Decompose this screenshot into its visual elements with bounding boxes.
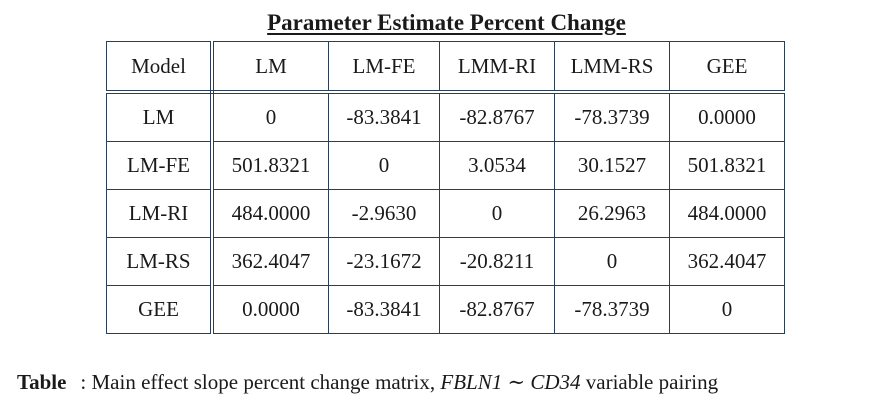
- table-cell: -83.3841: [328, 285, 440, 334]
- row-label: LM-FE: [106, 141, 214, 190]
- table-cell: 0: [211, 91, 329, 142]
- table-cell: 30.1527: [554, 141, 670, 190]
- row-label: LM: [106, 91, 214, 142]
- table-cell: 0: [554, 237, 670, 286]
- table-cell: 0: [669, 285, 785, 334]
- table-cell: 362.4047: [669, 237, 785, 286]
- column-header-lm: LM: [211, 41, 329, 94]
- caption-math: FBLN1 ∼ CD34: [440, 370, 581, 394]
- column-header-lmm-ri: LMM-RI: [439, 41, 555, 94]
- table-cell: -83.3841: [328, 91, 440, 142]
- table-cell: -82.8767: [439, 91, 555, 142]
- table-cell: 26.2963: [554, 189, 670, 238]
- caption-text-after: variable pairing: [580, 370, 719, 394]
- table-cell: 501.8321: [211, 141, 329, 190]
- column-header-gee: GEE: [669, 41, 785, 94]
- caption-label: Table: [17, 370, 67, 394]
- table-cell: -78.3739: [554, 91, 670, 142]
- row-label: LM-RS: [106, 237, 214, 286]
- table-cell: 0: [439, 189, 555, 238]
- table-cell: 484.0000: [211, 189, 329, 238]
- table-title: Parameter Estimate Percent Change: [0, 8, 893, 38]
- row-label: GEE: [106, 285, 214, 334]
- table-cell: 0.0000: [669, 91, 785, 142]
- table-row: LM 0 -83.3841 -82.8767 -78.3739 0.0000: [106, 91, 785, 142]
- column-header-model: Model: [106, 41, 214, 94]
- percent-change-matrix: Model LM LM-FE LMM-RI LMM-RS GEE LM 0 -8…: [106, 41, 785, 334]
- table-cell: 0: [328, 141, 440, 190]
- table-cell: -20.8211: [439, 237, 555, 286]
- table-cell: 484.0000: [669, 189, 785, 238]
- table-cell: -78.3739: [554, 285, 670, 334]
- table-title-text: Parameter Estimate Percent Change: [267, 10, 626, 35]
- table-cell: 0.0000: [211, 285, 329, 334]
- row-label: LM-RI: [106, 189, 214, 238]
- column-header-lm-fe: LM-FE: [328, 41, 440, 94]
- table-cell: 3.0534: [439, 141, 555, 190]
- table-cell: -82.8767: [439, 285, 555, 334]
- table-cell: -2.9630: [328, 189, 440, 238]
- caption-text-before: : Main effect slope percent change matri…: [80, 370, 441, 394]
- table-row: LM-RI 484.0000 -2.9630 0 26.2963 484.000…: [106, 189, 785, 238]
- table-cell: -23.1672: [328, 237, 440, 286]
- table-row: LM-RS 362.4047 -23.1672 -20.8211 0 362.4…: [106, 237, 785, 286]
- table-row: LM-FE 501.8321 0 3.0534 30.1527 501.8321: [106, 141, 785, 190]
- table-caption: Table : Main effect slope percent change …: [17, 370, 718, 395]
- table-cell: 362.4047: [211, 237, 329, 286]
- table-cell: 501.8321: [669, 141, 785, 190]
- table-row: GEE 0.0000 -83.3841 -82.8767 -78.3739 0: [106, 285, 785, 334]
- column-header-lmm-rs: LMM-RS: [554, 41, 670, 94]
- header-row: Model LM LM-FE LMM-RI LMM-RS GEE: [106, 41, 785, 94]
